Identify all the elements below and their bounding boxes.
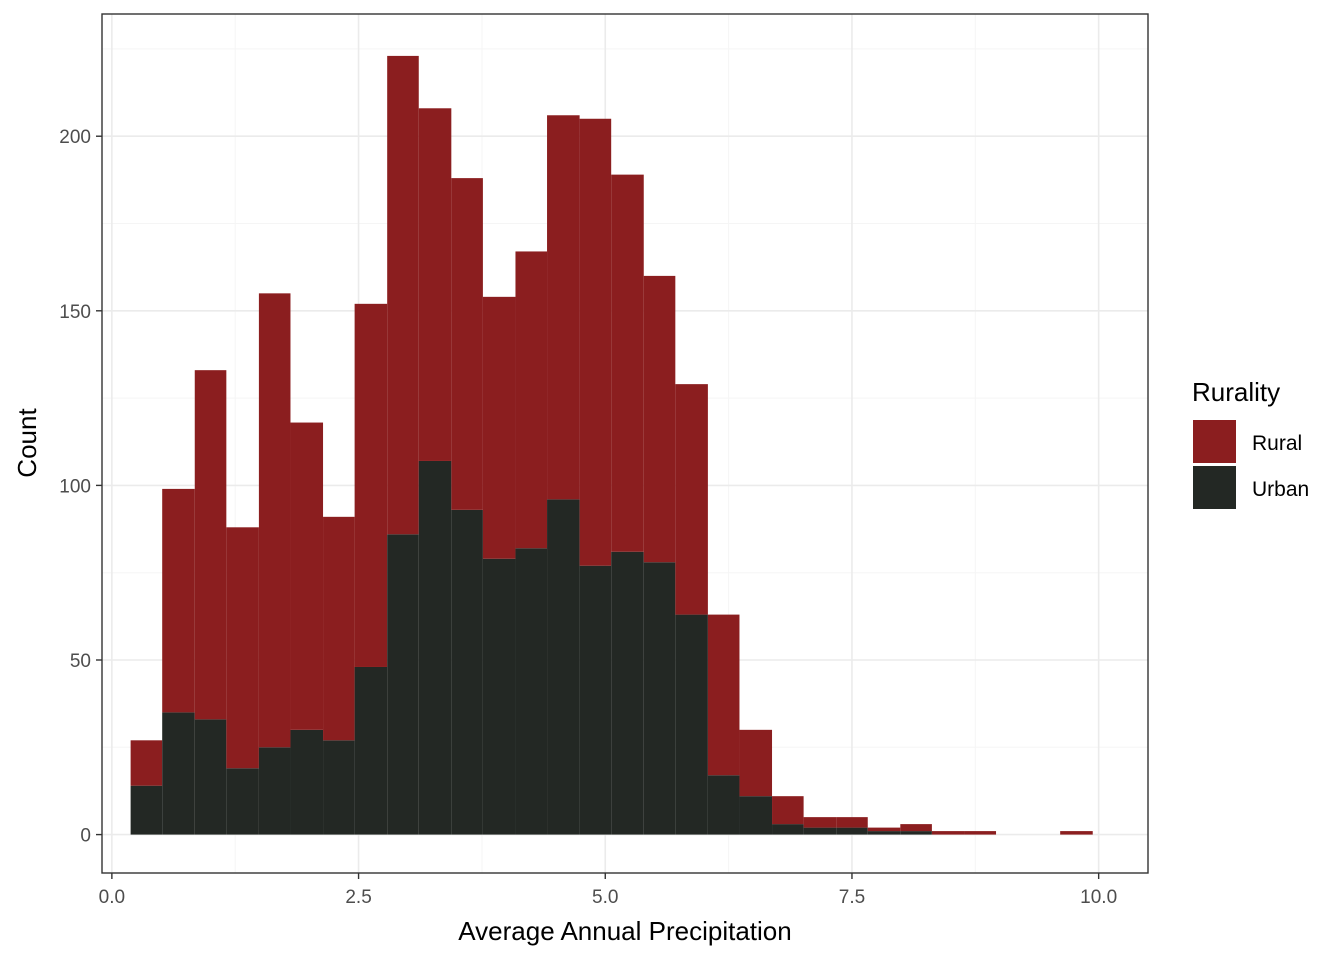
bar-rural xyxy=(162,489,195,712)
bar-rural xyxy=(387,56,419,534)
x-tick-label: 10.0 xyxy=(1080,887,1117,908)
bar-rural xyxy=(611,175,644,552)
y-tick-label: 50 xyxy=(70,651,91,672)
bar-urban xyxy=(868,831,901,834)
bar-urban xyxy=(772,824,804,834)
y-axis-title: Count xyxy=(12,408,42,478)
bar-rural xyxy=(964,831,996,834)
bar-rural xyxy=(323,517,355,740)
bar-rural xyxy=(772,796,804,824)
bar-rural xyxy=(675,384,708,614)
bar-urban xyxy=(483,559,516,835)
x-axis-title: Average Annual Precipitation xyxy=(458,916,791,946)
x-tick-label: 7.5 xyxy=(839,887,865,908)
y-tick-label: 150 xyxy=(59,302,91,323)
bar-rural xyxy=(1060,831,1093,834)
bar-rural xyxy=(708,615,740,776)
y-tick-label: 200 xyxy=(59,127,91,148)
bar-rural xyxy=(483,297,516,559)
bar-urban xyxy=(611,552,644,835)
y-tick-label: 100 xyxy=(59,476,91,497)
legend-label-urban: Urban xyxy=(1252,478,1309,501)
legend-title: Rurality xyxy=(1192,377,1280,407)
bar-urban xyxy=(162,712,195,834)
bar-rural xyxy=(451,178,483,510)
bar-urban xyxy=(675,615,708,835)
legend-key-urban xyxy=(1193,466,1236,509)
bar-urban xyxy=(451,510,483,835)
bar-urban xyxy=(195,719,227,834)
bar-urban xyxy=(226,768,259,834)
bar-rural xyxy=(900,824,932,831)
bar-urban xyxy=(804,828,837,835)
bar-urban xyxy=(387,534,419,834)
y-tick-label: 0 xyxy=(80,826,91,847)
bar-rural xyxy=(131,740,163,785)
bar-rural xyxy=(932,831,965,834)
legend-items: Rural Urban xyxy=(1193,420,1309,509)
bar-rural xyxy=(290,423,323,730)
bar-urban xyxy=(708,775,740,834)
legend: Rurality Rural Urban xyxy=(1192,377,1309,509)
legend-label-rural: Rural xyxy=(1252,432,1302,455)
histogram-bars xyxy=(131,56,1093,835)
bar-rural xyxy=(515,251,547,548)
bar-urban xyxy=(644,562,676,834)
bar-urban xyxy=(259,747,291,834)
bar-rural xyxy=(259,293,291,747)
bar-rural xyxy=(355,304,388,667)
bar-urban xyxy=(836,828,868,835)
bar-rural xyxy=(836,817,868,827)
x-tick-label: 0.0 xyxy=(99,887,125,908)
bar-urban xyxy=(900,831,932,834)
bar-urban xyxy=(323,740,355,834)
bar-rural xyxy=(547,115,580,499)
bar-rural xyxy=(226,527,259,768)
bar-urban xyxy=(355,667,388,835)
bar-urban xyxy=(131,786,163,835)
bar-urban xyxy=(547,499,580,834)
bar-urban xyxy=(290,730,323,835)
x-tick-label: 2.5 xyxy=(345,887,371,908)
bar-rural xyxy=(580,119,612,566)
bar-rural xyxy=(868,828,901,831)
bar-urban xyxy=(515,548,547,834)
bar-rural xyxy=(644,276,676,562)
bar-urban xyxy=(419,461,452,835)
bar-urban xyxy=(739,796,772,834)
bar-rural xyxy=(195,370,227,719)
bar-rural xyxy=(419,108,452,461)
x-tick-label: 5.0 xyxy=(592,887,618,908)
legend-key-rural xyxy=(1193,420,1236,463)
bar-urban xyxy=(580,566,612,835)
bar-rural xyxy=(739,730,772,796)
bar-rural xyxy=(804,817,837,827)
